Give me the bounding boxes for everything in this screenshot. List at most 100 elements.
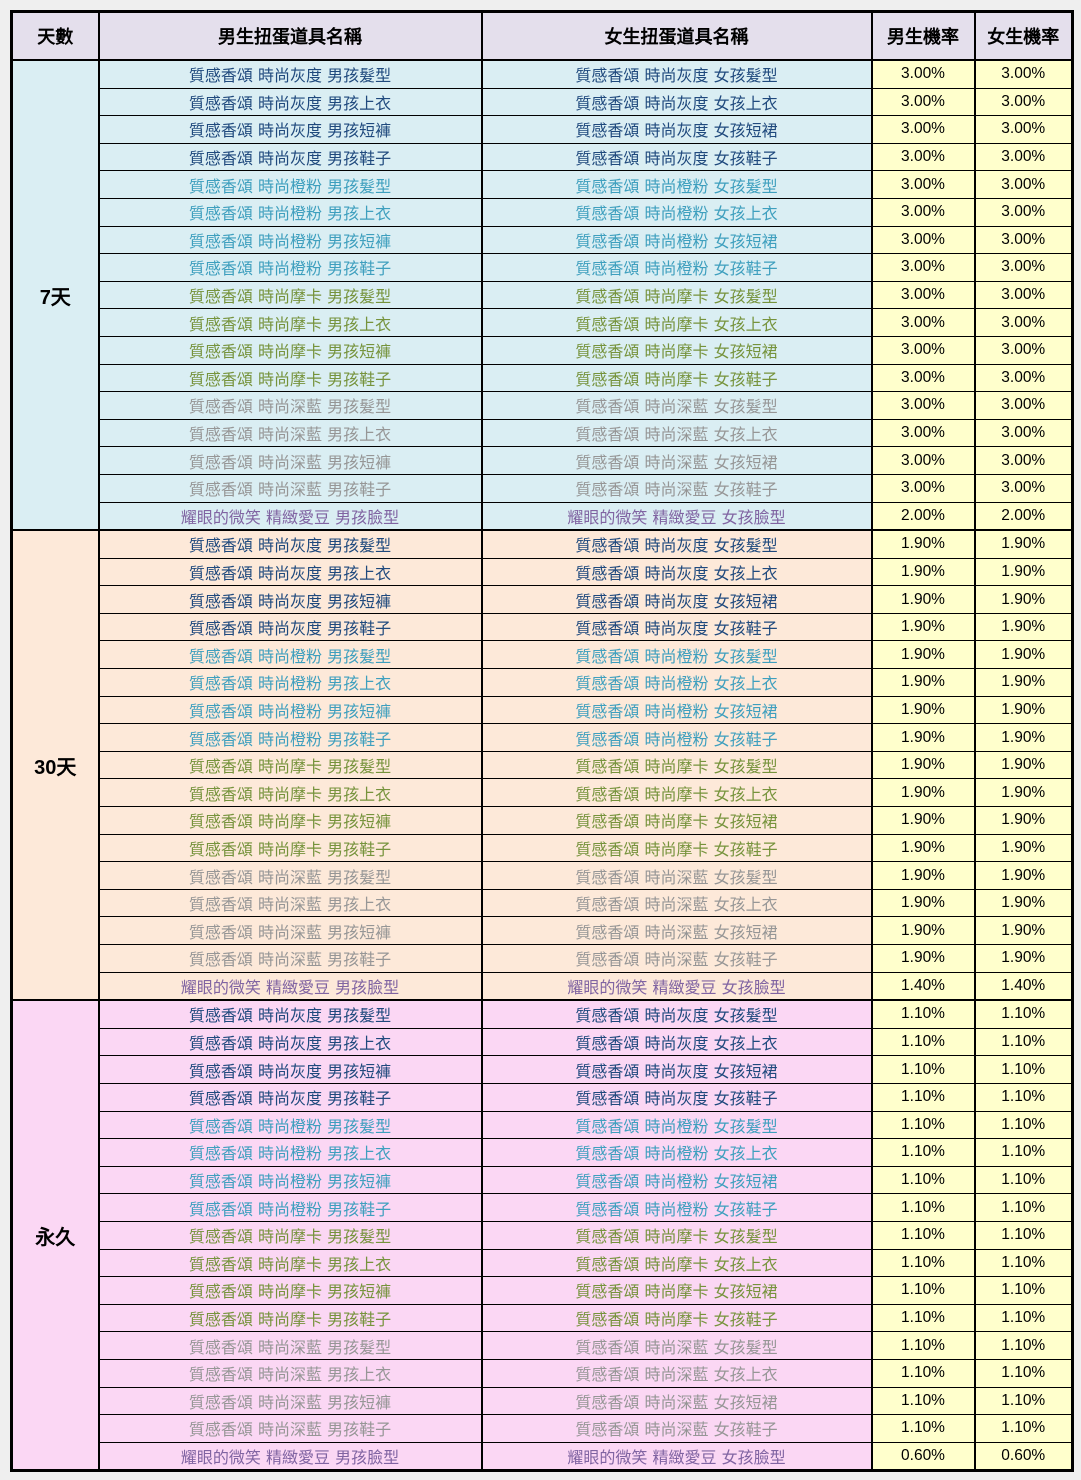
male-item-cell: 質感香頌 時尚深藍 男孩上衣 [97, 418, 482, 448]
male-rate-cell: 3.00% [870, 363, 975, 393]
female-item-cell: 耀眼的微笑 精緻愛豆 女孩臉型 [480, 1441, 872, 1472]
male-item-cell: 質感香頌 時尚橙粉 男孩上衣 [97, 197, 482, 227]
male-rate-cell: 1.90% [870, 888, 975, 918]
table-row: 質感香頌 時尚深藍 男孩鞋子 質感香頌 時尚深藍 女孩鞋子 1.90% 1.90% [12, 944, 1073, 973]
female-item-cell: 耀眼的微笑 精緻愛豆 女孩臉型 [480, 971, 872, 1001]
table-row: 質感香頌 時尚深藍 男孩短褲 質感香頌 時尚深藍 女孩短裙 1.90% 1.90% [12, 916, 1073, 945]
female-rate-cell: 3.00% [973, 115, 1073, 144]
female-rate-cell: 1.10% [973, 1331, 1073, 1360]
male-item-cell: 質感香頌 時尚灰度 男孩上衣 [97, 87, 482, 117]
female-rate-cell: 1.10% [973, 1110, 1073, 1140]
female-item-cell: 質感香頌 時尚橙粉 女孩短裙 [480, 695, 872, 725]
table-row: 質感香頌 時尚摩卡 男孩鞋子 質感香頌 時尚摩卡 女孩鞋子 1.10% 1.10% [12, 1303, 1073, 1333]
female-item-cell: 質感香頌 時尚摩卡 女孩短裙 [480, 335, 872, 365]
female-rate-cell: 1.10% [973, 1414, 1073, 1443]
table-row: 質感香頌 時尚灰度 男孩短褲 質感香頌 時尚灰度 女孩短裙 1.10% 1.10% [12, 1055, 1073, 1084]
male-rate-cell: 1.10% [870, 999, 975, 1029]
female-item-cell: 質感香頌 時尚灰度 女孩上衣 [480, 1027, 872, 1057]
header-female-item: 女生扭蛋道具名稱 [480, 11, 872, 61]
female-item-cell: 質感香頌 時尚灰度 女孩上衣 [480, 557, 872, 587]
table-row: 質感香頌 時尚摩卡 男孩髮型 質感香頌 時尚摩卡 女孩髮型 1.90% 1.90% [12, 750, 1073, 780]
table-row: 質感香頌 時尚橙粉 男孩短褲 質感香頌 時尚橙粉 女孩短裙 3.00% 3.00% [12, 225, 1073, 255]
male-rate-cell: 3.00% [870, 225, 975, 255]
male-item-cell: 質感香頌 時尚深藍 男孩髮型 [97, 861, 482, 890]
male-item-cell: 質感香頌 時尚深藍 男孩髮型 [97, 1331, 482, 1360]
female-rate-cell: 1.90% [973, 557, 1073, 587]
female-rate-cell: 1.10% [973, 1220, 1073, 1250]
female-item-cell: 質感香頌 時尚摩卡 女孩髮型 [480, 750, 872, 780]
male-item-cell: 質感香頌 時尚灰度 男孩短褲 [97, 115, 482, 144]
male-rate-cell: 3.00% [870, 335, 975, 365]
female-rate-cell: 3.00% [973, 391, 1073, 420]
table-body: 7天 質感香頌 時尚灰度 男孩髮型 質感香頌 時尚灰度 女孩髮型 3.00% 3.00%… [11, 58, 1073, 1472]
male-rate-cell: 1.90% [870, 723, 975, 752]
table-row: 質感香頌 時尚摩卡 男孩髮型 質感香頌 時尚摩卡 女孩髮型 1.10% 1.10% [12, 1220, 1073, 1250]
female-item-cell: 質感香頌 時尚摩卡 女孩上衣 [480, 308, 872, 337]
female-item-cell: 質感香頌 時尚深藍 女孩短裙 [480, 916, 872, 945]
female-item-cell: 質感香頌 時尚深藍 女孩髮型 [480, 391, 872, 420]
female-item-cell: 質感香頌 時尚摩卡 女孩鞋子 [480, 1303, 872, 1333]
table-row: 質感香頌 時尚深藍 男孩上衣 質感香頌 時尚深藍 女孩上衣 3.00% 3.00% [12, 418, 1073, 448]
male-item-cell: 質感香頌 時尚深藍 男孩鞋子 [97, 944, 482, 973]
table-row: 30天 質感香頌 時尚灰度 男孩髮型 質感香頌 時尚灰度 女孩髮型 1.90% 1.90… [11, 529, 1073, 1001]
female-rate-cell: 3.00% [973, 253, 1073, 282]
table-row: 質感香頌 時尚橙粉 男孩短褲 質感香頌 時尚橙粉 女孩短裙 1.90% 1.90% [12, 695, 1073, 725]
male-item-cell: 質感香頌 時尚摩卡 男孩鞋子 [97, 1303, 482, 1333]
male-item-cell: 質感香頌 時尚灰度 男孩鞋子 [97, 1082, 482, 1112]
female-rate-cell: 1.10% [973, 1138, 1073, 1167]
male-rate-cell: 3.00% [870, 142, 975, 172]
table-row: 質感香頌 時尚灰度 男孩短褲 質感香頌 時尚灰度 女孩短裙 3.00% 3.00% [12, 115, 1073, 144]
male-item-cell: 質感香頌 時尚深藍 男孩短褲 [97, 916, 482, 945]
male-rate-cell: 1.40% [870, 971, 975, 1001]
female-item-cell: 質感香頌 時尚橙粉 女孩髮型 [480, 1110, 872, 1140]
female-item-cell: 質感香頌 時尚橙粉 女孩上衣 [480, 197, 872, 227]
female-item-cell: 質感香頌 時尚橙粉 女孩鞋子 [480, 1193, 872, 1222]
male-item-cell: 質感香頌 時尚灰度 男孩上衣 [97, 557, 482, 587]
male-rate-cell: 1.10% [870, 1331, 975, 1360]
male-item-cell: 質感香頌 時尚橙粉 男孩髮型 [97, 170, 482, 199]
male-rate-cell: 3.00% [870, 87, 975, 117]
male-item-cell: 質感香頌 時尚橙粉 男孩上衣 [97, 1138, 482, 1167]
male-item-cell: 質感香頌 時尚橙粉 男孩上衣 [97, 668, 482, 697]
male-rate-cell: 1.90% [870, 557, 975, 587]
male-rate-cell: 1.10% [870, 1193, 975, 1222]
female-item-cell: 質感香頌 時尚灰度 女孩髮型 [480, 999, 872, 1029]
male-rate-cell: 0.60% [870, 1441, 975, 1472]
female-rate-cell: 1.90% [973, 833, 1073, 863]
male-rate-cell: 1.10% [870, 1027, 975, 1057]
table-row: 質感香頌 時尚摩卡 男孩鞋子 質感香頌 時尚摩卡 女孩鞋子 3.00% 3.00% [12, 363, 1073, 393]
female-rate-cell: 3.00% [973, 473, 1073, 503]
table-row: 質感香頌 時尚灰度 男孩上衣 質感香頌 時尚灰度 女孩上衣 1.10% 1.10% [12, 1027, 1073, 1057]
table-row: 質感香頌 時尚深藍 男孩髮型 質感香頌 時尚深藍 女孩髮型 1.10% 1.10% [12, 1331, 1073, 1360]
male-item-cell: 質感香頌 時尚摩卡 男孩髮型 [97, 280, 482, 310]
table-row: 質感香頌 時尚橙粉 男孩鞋子 質感香頌 時尚橙粉 女孩鞋子 3.00% 3.00% [12, 253, 1073, 282]
header-male-item: 男生扭蛋道具名稱 [97, 11, 482, 61]
days-cell: 30天 [11, 529, 99, 1001]
female-item-cell: 質感香頌 時尚摩卡 女孩鞋子 [480, 363, 872, 393]
male-rate-cell: 1.10% [870, 1248, 975, 1278]
female-item-cell: 質感香頌 時尚摩卡 女孩短裙 [480, 806, 872, 835]
male-item-cell: 質感香頌 時尚深藍 男孩上衣 [97, 888, 482, 918]
table-row: 質感香頌 時尚摩卡 男孩上衣 質感香頌 時尚摩卡 女孩上衣 3.00% 3.00% [12, 308, 1073, 337]
table-row: 質感香頌 時尚橙粉 男孩短褲 質感香頌 時尚橙粉 女孩短裙 1.10% 1.10% [12, 1165, 1073, 1195]
table-row: 質感香頌 時尚灰度 男孩鞋子 質感香頌 時尚灰度 女孩鞋子 3.00% 3.00% [12, 142, 1073, 172]
table-row: 質感香頌 時尚摩卡 男孩上衣 質感香頌 時尚摩卡 女孩上衣 1.10% 1.10% [12, 1248, 1073, 1278]
male-item-cell: 質感香頌 時尚灰度 男孩髮型 [97, 999, 482, 1029]
male-item-cell: 質感香頌 時尚灰度 男孩髮型 [97, 529, 482, 559]
female-rate-cell: 1.90% [973, 640, 1073, 670]
male-item-cell: 質感香頌 時尚深藍 男孩上衣 [97, 1358, 482, 1388]
table-row: 質感香頌 時尚摩卡 男孩短褲 質感香頌 時尚摩卡 女孩短裙 3.00% 3.00% [12, 335, 1073, 365]
female-item-cell: 質感香頌 時尚深藍 女孩上衣 [480, 418, 872, 448]
table-row: 質感香頌 時尚橙粉 男孩髮型 質感香頌 時尚橙粉 女孩髮型 1.10% 1.10% [12, 1110, 1073, 1140]
female-item-cell: 質感香頌 時尚摩卡 女孩髮型 [480, 1220, 872, 1250]
female-rate-cell: 1.90% [973, 668, 1073, 697]
male-rate-cell: 1.10% [870, 1276, 975, 1305]
table-row: 質感香頌 時尚橙粉 男孩上衣 質感香頌 時尚橙粉 女孩上衣 1.10% 1.10% [12, 1138, 1073, 1167]
male-rate-cell: 3.00% [870, 473, 975, 503]
female-rate-cell: 1.90% [973, 529, 1073, 559]
male-item-cell: 質感香頌 時尚摩卡 男孩短褲 [97, 1276, 482, 1305]
gacha-rate-table: 天數 男生扭蛋道具名稱 女生扭蛋道具名稱 男生機率 女生機率 7天 質感香頌 時尚… [10, 10, 1074, 1473]
male-item-cell: 質感香頌 時尚灰度 男孩短褲 [97, 1055, 482, 1084]
female-item-cell: 質感香頌 時尚摩卡 女孩短裙 [480, 1276, 872, 1305]
